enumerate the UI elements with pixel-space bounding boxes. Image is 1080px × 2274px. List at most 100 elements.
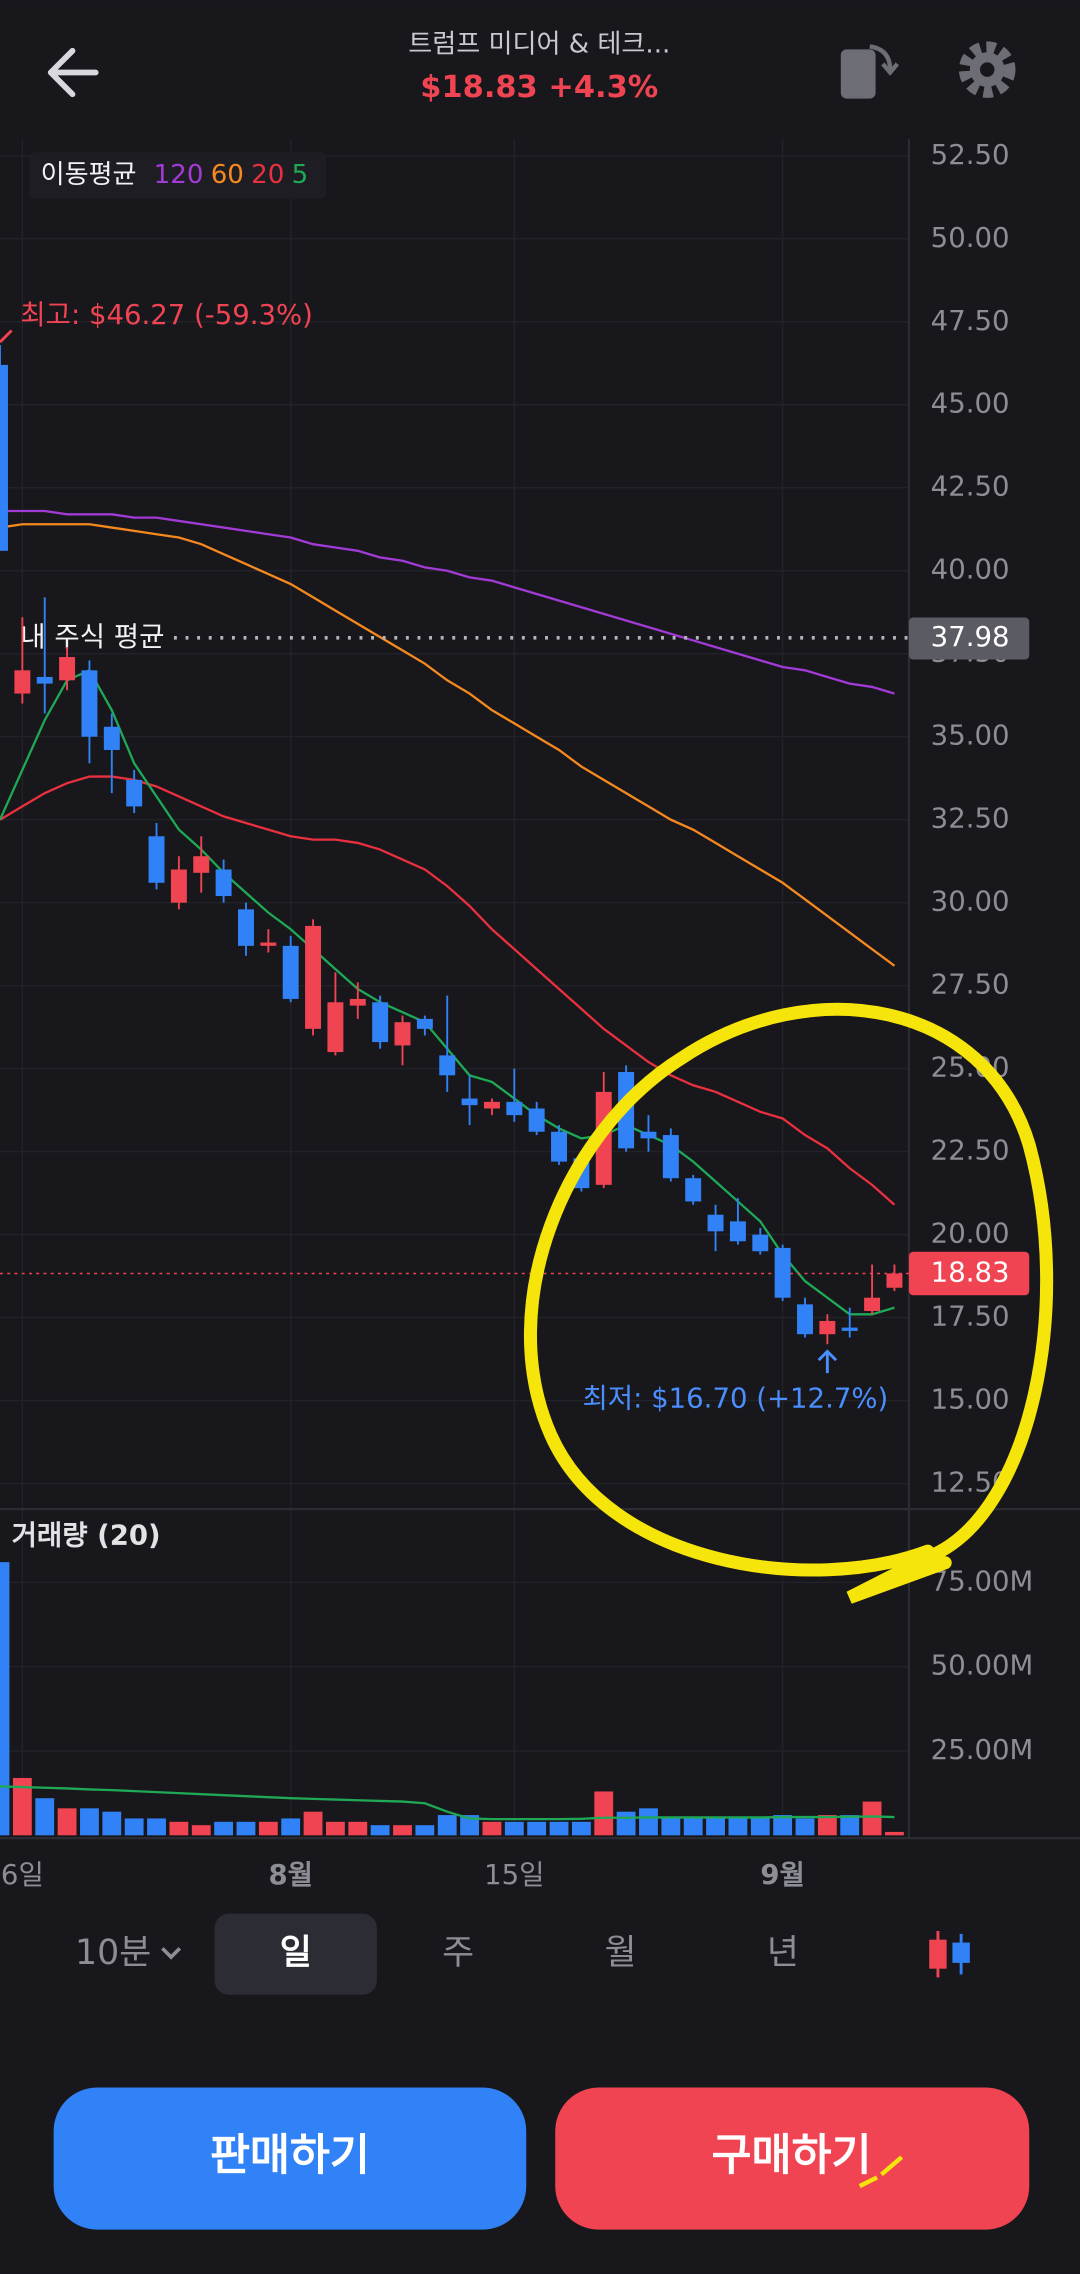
volume-bar [258,1821,278,1836]
volume-bar [639,1808,658,1836]
candle-body [685,1178,702,1202]
candle-body [841,1327,858,1331]
sell-label: 판매하기 [210,2131,370,2181]
candle-body [170,869,187,903]
volume-bar [236,1821,256,1836]
highlight-circle [524,1002,1054,1604]
volume-bar [504,1821,524,1836]
tab[interactable]: 주 [442,1933,474,1973]
candle-body [126,779,143,807]
volume-bar [370,1825,390,1836]
volume-bar [706,1818,725,1836]
current-price-box [908,1251,1030,1296]
tab[interactable]: 월 [604,1933,636,1973]
volume-bar [12,1777,32,1836]
low-arrow [817,1349,838,1374]
dropdown-chevron[interactable] [161,1947,182,1960]
volume-bar [750,1818,770,1836]
tab[interactable]: 일 [280,1933,312,1973]
high-arrow [0,329,13,344]
candle-body [483,1101,500,1109]
volume-bar [437,1815,457,1836]
low-annotation: 최저: $16.70 (+12.7%) [582,1382,888,1414]
volume-bar [124,1818,144,1836]
volume-bar [303,1811,323,1836]
y-tick-label: 15.00 [931,1384,1010,1416]
candle-body [81,670,98,737]
legend-background [28,152,327,199]
candle-icon[interactable] [929,1930,970,1978]
volume-bar [415,1825,435,1836]
volume-bar [571,1821,591,1836]
volume-bar [80,1808,99,1836]
volume-bar [102,1811,122,1836]
buy-button[interactable] [555,2087,1030,2230]
legend-entry: 120 [154,160,204,190]
volume-bar [281,1818,301,1836]
legend-title: 이동평균 [41,160,137,190]
volume-bar [683,1818,703,1836]
y-tick-label: 40.00 [931,554,1010,586]
candle-body [394,1022,411,1046]
y-tick-label: 35.00 [931,720,1010,752]
candle-body [372,1002,389,1043]
x-tick-label: 6일 [1,1859,44,1891]
volume-bar [862,1801,882,1836]
y-tick-label: 45.00 [931,388,1010,420]
volume-tick-label: 25.00M [931,1734,1034,1766]
candle-body [640,1131,657,1139]
x-tick-label: 8월 [268,1859,313,1891]
y-tick-label: 50.00 [931,222,1010,254]
volume-average-line [0,1785,895,1821]
candle-body [797,1304,813,1335]
candle-body [349,998,366,1006]
stock-price: $18.83 +4.3% [420,70,658,105]
volume-bar [594,1791,614,1836]
sell-button[interactable] [53,2087,527,2230]
volume-bar [549,1821,569,1836]
volume-bar [817,1815,837,1836]
candle-body [36,676,53,684]
volume-bar [795,1818,815,1836]
y-tick-label: 52.50 [931,139,1010,171]
candle-body [662,1135,679,1179]
chart-area: 12.5015.0017.5020.0022.5025.0027.5030.00… [0,139,1080,1891]
volume-bar [840,1815,860,1836]
candle-body [528,1108,545,1132]
y-tick-label: 30.00 [931,886,1010,918]
candle-body [506,1101,523,1116]
back-button[interactable] [47,47,99,98]
legend-entry: 20 [251,160,284,190]
candle-body [461,1098,478,1106]
y-tick-label: 47.50 [931,305,1010,337]
tab[interactable]: 년 [767,1933,799,1973]
volume-bar [57,1808,77,1836]
candle-body [774,1247,791,1298]
settings-icon[interactable] [958,41,1016,98]
buy-label: 구매하기 [712,2131,872,2181]
candle-body [752,1234,769,1252]
candle-body [193,856,210,873]
candle-body [59,657,76,681]
stock-title: 트럼프 미디어 & 테크... [408,29,670,59]
y-tick-label: 42.50 [931,471,1010,503]
average-price-label: 내 주식 평균 [20,621,164,653]
volume-bar [393,1825,412,1836]
tabs: 10분 일 주 월 년 [75,1933,799,1973]
y-tick-label: 17.50 [931,1301,1010,1333]
current-price-value: 18.83 [931,1256,1010,1288]
volume-bar [616,1811,636,1836]
moving-average-line [0,509,895,695]
average-price-box [908,617,1030,660]
legend-entry: 60 [211,160,244,190]
y-tick-label: 32.50 [931,803,1010,835]
candle-body [439,1055,456,1076]
average-price-value: 37.98 [931,621,1010,653]
rotate-icon[interactable] [840,44,900,99]
tab[interactable]: 10분 [75,1933,151,1973]
volume-bar [0,1562,10,1836]
candle-body [0,364,8,551]
